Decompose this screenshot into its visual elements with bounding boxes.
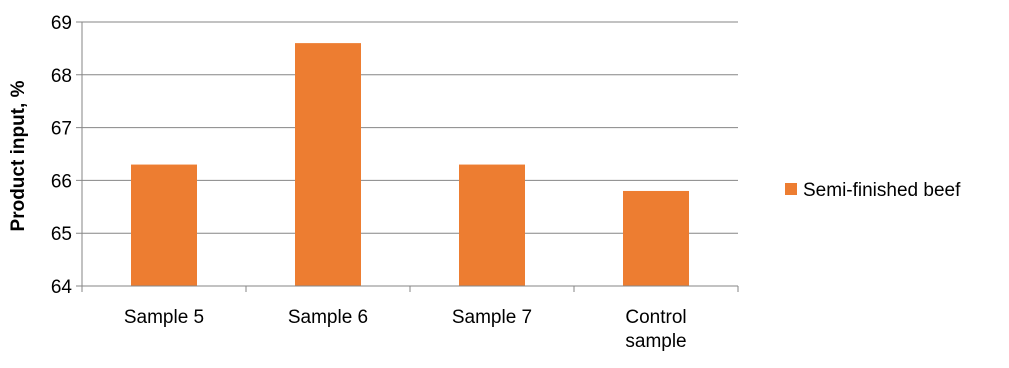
bars <box>131 43 689 287</box>
y-tick-label: 64 <box>51 277 73 298</box>
legend-swatch <box>785 183 797 195</box>
y-tick-label: 68 <box>51 66 72 87</box>
x-category-label: Sample 7 <box>452 307 532 328</box>
bar-sample-6 <box>295 43 361 287</box>
bar-control-sample <box>623 190 689 286</box>
legend: Semi-finished beef <box>785 180 961 201</box>
x-category-labels: Sample 5 Sample 6 Sample 7 Control sample <box>124 307 687 352</box>
y-tick-label: 65 <box>51 224 72 245</box>
x-category-label: Control sample <box>625 307 686 352</box>
bar-sample-5 <box>131 164 197 286</box>
legend-label-semi-finished-beef: Semi-finished beef <box>803 180 961 201</box>
y-tick-label: 67 <box>51 119 72 140</box>
y-tick-labels: 64 65 66 67 68 69 <box>51 13 73 298</box>
x-category-label: Sample 6 <box>288 307 368 328</box>
y-tick-label: 69 <box>51 13 72 34</box>
bar-sample-7 <box>459 164 525 286</box>
x-category-label: Sample 5 <box>124 307 204 328</box>
y-tick-label: 66 <box>51 171 72 192</box>
y-axis-label: Product input, % <box>8 80 29 231</box>
axes <box>81 22 739 292</box>
